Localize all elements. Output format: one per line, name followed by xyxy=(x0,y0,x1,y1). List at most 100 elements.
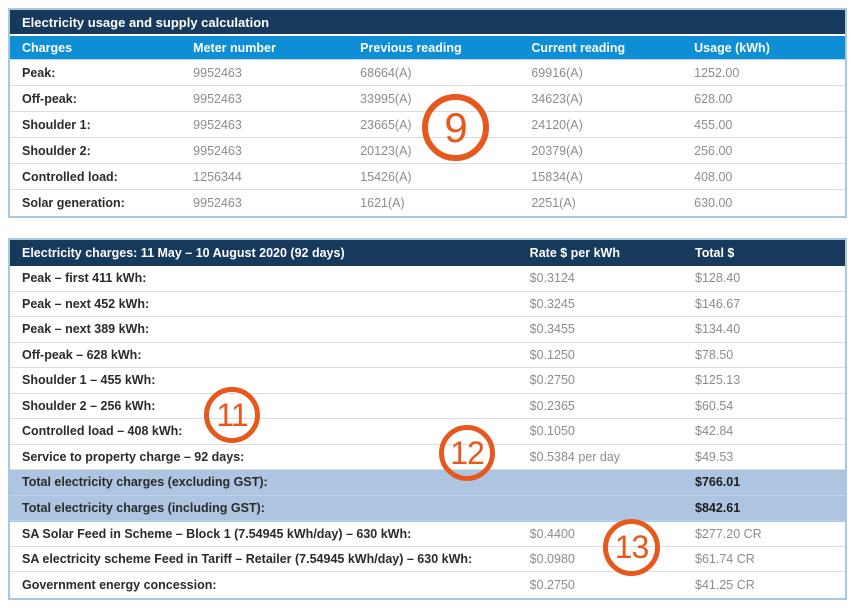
rate-value: $0.0980 xyxy=(529,551,575,566)
charge-label: Controlled load – 408 kWh: xyxy=(22,424,183,439)
total-row-incl-gst: Total electricity charges (including GST… xyxy=(10,495,845,521)
charge-label: Controlled load: xyxy=(22,169,118,184)
usage-kwh: 455.00 xyxy=(694,117,733,132)
charge-label: Government energy concession: xyxy=(22,577,217,592)
total-value: $61.74 CR xyxy=(695,551,755,566)
current-reading: 24120(A) xyxy=(531,117,583,132)
usage-kwh: 256.00 xyxy=(694,143,733,158)
total-row-excl-gst: Total electricity charges (excluding GST… xyxy=(10,470,845,496)
current-reading: 69916(A) xyxy=(531,65,583,80)
column-header-meter-number: Meter number xyxy=(193,40,276,55)
annotation-circle-12: 12 xyxy=(439,425,495,481)
usage-kwh: 628.00 xyxy=(694,91,733,106)
annotation-circle-11: 11 xyxy=(204,387,260,443)
column-header-usage-kwh: Usage (kWh) xyxy=(694,40,770,55)
rate-value: $0.2365 xyxy=(529,398,575,413)
rate-value: $0.5384 per day xyxy=(529,449,621,464)
table-row: Peak – next 452 kWh: $0.3245 $146.67 xyxy=(10,291,845,317)
table-row: Solar generation: 9952463 1621(A) 2251(A… xyxy=(10,190,845,216)
previous-reading: 33995(A) xyxy=(360,91,412,106)
charge-label: Total electricity charges (including GST… xyxy=(22,500,265,515)
charge-label: SA electricity scheme Feed in Tariff – R… xyxy=(22,551,473,566)
meter-number: 9952463 xyxy=(193,143,242,158)
meter-number: 9952463 xyxy=(193,91,242,106)
charge-label: Off-peak: xyxy=(22,91,77,106)
usage-table: Electricity usage and supply calculation… xyxy=(8,8,847,218)
charge-label: Shoulder 1 – 455 kWh: xyxy=(22,373,156,388)
total-value: $78.50 xyxy=(695,347,734,362)
charge-label: Total electricity charges (excluding GST… xyxy=(22,475,268,490)
charges-table: Electricity charges: 11 May – 10 August … xyxy=(8,238,847,600)
column-header-rate: Rate $ per kWh xyxy=(529,246,620,260)
charge-label: Service to property charge – 92 days: xyxy=(22,449,245,464)
rate-value: $0.2750 xyxy=(529,373,575,388)
table-row: Government energy concession: $0.2750 $4… xyxy=(10,572,845,598)
annotation-circle-13: 13 xyxy=(603,519,660,576)
current-reading: 2251(A) xyxy=(531,196,576,210)
total-value: $146.67 xyxy=(695,296,741,311)
rate-value: $0.3455 xyxy=(529,322,575,337)
charge-label: Peak – next 389 kWh: xyxy=(22,322,150,337)
charges-table-header-row: Electricity charges: 11 May – 10 August … xyxy=(10,240,845,266)
meter-number: 1256344 xyxy=(193,169,242,184)
total-value: $134.40 xyxy=(695,322,741,337)
table-row: Controlled load: 1256344 15426(A) 15834(… xyxy=(10,164,845,190)
rate-value: $0.1250 xyxy=(529,347,575,362)
charge-label: Peak – first 411 kWh: xyxy=(22,271,147,286)
current-reading: 20379(A) xyxy=(531,143,583,158)
total-value: $60.54 xyxy=(695,398,734,413)
charge-label: Shoulder 2 – 256 kWh: xyxy=(22,398,156,413)
total-value: $49.53 xyxy=(695,449,734,464)
annotation-circle-9: 9 xyxy=(422,94,489,161)
rate-value: $0.3245 xyxy=(529,296,575,311)
total-value: $42.84 xyxy=(695,424,734,439)
total-value: $277.20 CR xyxy=(695,526,762,541)
table-row: SA Solar Feed in Scheme – Block 1 (7.549… xyxy=(10,521,845,547)
rate-value: $0.3124 xyxy=(529,271,575,286)
meter-number: 9952463 xyxy=(193,65,242,80)
charge-label: SA Solar Feed in Scheme – Block 1 (7.549… xyxy=(22,526,412,541)
usage-kwh: 1252.00 xyxy=(694,65,740,80)
meter-number: 9952463 xyxy=(193,196,242,210)
current-reading: 34623(A) xyxy=(531,91,583,106)
usage-table-header-row: Charges Meter number Previous reading Cu… xyxy=(10,36,845,60)
table-row: Shoulder 1 – 455 kWh: $0.2750 $125.13 xyxy=(10,368,845,394)
total-value: $128.40 xyxy=(695,271,741,286)
rate-value: $0.2750 xyxy=(529,577,575,592)
previous-reading: 1621(A) xyxy=(360,196,405,210)
meter-number: 9952463 xyxy=(193,117,242,132)
table-row: Peak – first 411 kWh: $0.3124 $128.40 xyxy=(10,266,845,292)
column-header-current-reading: Current reading xyxy=(531,40,626,55)
previous-reading: 15426(A) xyxy=(360,169,412,184)
previous-reading: 23665(A) xyxy=(360,117,412,132)
charge-label: Peak: xyxy=(22,65,56,80)
table-row: Off-peak – 628 kWh: $0.1250 $78.50 xyxy=(10,342,845,368)
charge-label: Peak – next 452 kWh: xyxy=(22,296,150,311)
usage-table-title: Electricity usage and supply calculation xyxy=(10,10,845,36)
usage-kwh: 408.00 xyxy=(694,169,733,184)
charge-label: Shoulder 1: xyxy=(22,117,91,132)
column-header-charges: Charges xyxy=(22,40,73,55)
column-header-total: Total $ xyxy=(695,246,735,260)
previous-reading: 20123(A) xyxy=(360,143,412,158)
table-row: Peak: 9952463 68664(A) 69916(A) 1252.00 xyxy=(10,60,845,86)
table-row: SA electricity scheme Feed in Tariff – R… xyxy=(10,546,845,572)
rate-value: $0.4400 xyxy=(529,526,575,541)
total-value: $41.25 CR xyxy=(695,577,755,592)
current-reading: 15834(A) xyxy=(531,169,583,184)
total-value: $766.01 xyxy=(695,475,741,490)
rate-value: $0.1050 xyxy=(529,424,575,439)
column-header-previous-reading: Previous reading xyxy=(360,40,462,55)
table-row: Shoulder 2 – 256 kWh: $0.2365 $60.54 xyxy=(10,393,845,419)
charge-label: Shoulder 2: xyxy=(22,143,91,158)
usage-kwh: 630.00 xyxy=(694,196,733,210)
charges-table-title: Electricity charges: 11 May – 10 August … xyxy=(22,246,345,260)
table-gap xyxy=(8,218,847,238)
total-value: $125.13 xyxy=(695,373,741,388)
total-value: $842.61 xyxy=(695,500,741,515)
table-row: Service to property charge – 92 days: $0… xyxy=(10,444,845,470)
previous-reading: 68664(A) xyxy=(360,65,412,80)
charge-label: Solar generation: xyxy=(22,196,125,210)
table-row: Peak – next 389 kWh: $0.3455 $134.40 xyxy=(10,317,845,343)
